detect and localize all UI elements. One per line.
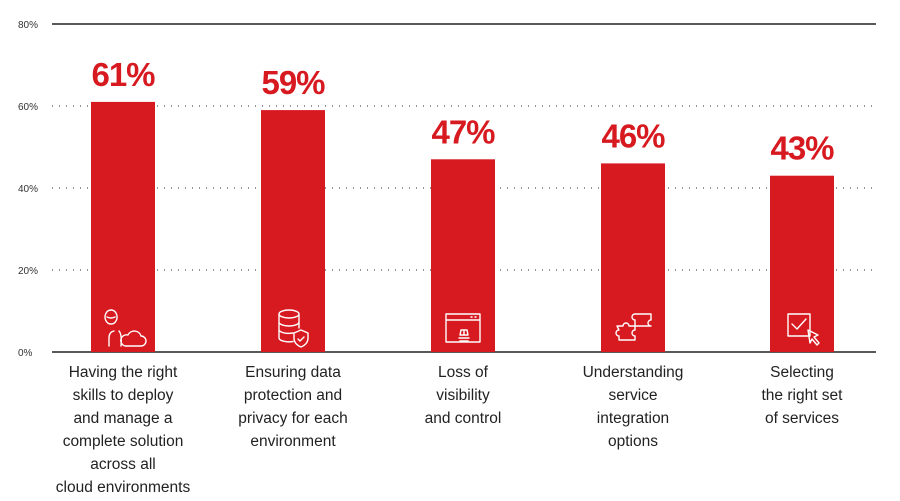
x-tick-label-line: protection and	[243, 387, 343, 404]
x-tick-label: Ensuring data protection and privacy for e…	[208, 361, 378, 453]
x-tick-label-line: integration	[596, 410, 670, 427]
x-tick-label-line: the right set	[761, 387, 843, 404]
x-tick-label-line: across all	[90, 456, 156, 473]
icon-stroke	[278, 309, 300, 343]
database-shield-icon	[278, 309, 309, 348]
y-tick-label: 20%	[18, 266, 38, 277]
bar	[770, 175, 834, 352]
x-tick-label: Understanding service integration options	[548, 361, 718, 453]
y-tick-label: 0%	[18, 348, 33, 359]
x-tick-label-line: and control	[424, 410, 502, 427]
x-tick-label-line: environment	[250, 433, 336, 450]
icon-stroke	[615, 313, 652, 341]
y-tick-label: 40%	[18, 184, 38, 195]
x-tick-label-line: Loss of	[438, 364, 488, 381]
data-label: 46%	[601, 117, 665, 154]
y-tick-label: 60%	[18, 102, 38, 113]
x-tick-label-line: Ensuring data	[245, 364, 341, 381]
x-tick-label-line: skills to deploy	[72, 387, 174, 404]
x-tick-label-line: service	[608, 387, 658, 404]
bar	[91, 101, 155, 353]
x-tick-label-line: privacy for each	[238, 410, 348, 427]
data-label: 43%	[770, 130, 834, 167]
icon-stroke	[120, 330, 147, 347]
data-label: 47%	[431, 113, 495, 150]
bar	[431, 159, 495, 352]
x-tick-label-line: complete solution	[62, 433, 184, 450]
x-tick-label-line: cloud environments	[55, 479, 191, 496]
x-tick-label-line: and manage a	[73, 410, 173, 427]
person-cloud-icon	[104, 309, 147, 347]
icon-stroke	[104, 309, 122, 347]
data-label: 59%	[261, 64, 325, 101]
x-tick-label: Having the right skills to deploy and mana…	[38, 361, 208, 499]
icon-stroke	[293, 329, 309, 348]
puzzle-icon	[615, 313, 652, 341]
browser-window-icon	[445, 313, 481, 343]
x-tick-label-line: Understanding	[582, 364, 684, 381]
x-tick-label-line: visibility	[436, 387, 490, 404]
x-tick-label-line: of services	[764, 410, 840, 427]
bar	[261, 110, 325, 352]
icon-stroke	[807, 329, 820, 346]
icon-stroke	[458, 329, 470, 342]
checkbox-cursor-icon	[787, 313, 820, 346]
y-tick-label: 80%	[18, 20, 38, 31]
x-tick-label-line: Selecting	[770, 364, 834, 381]
x-tick-label-line: Having the right	[68, 364, 178, 381]
icon-stroke	[445, 313, 481, 343]
icon-stroke	[787, 313, 811, 337]
bar	[601, 163, 665, 352]
x-tick-label-line: options	[608, 433, 658, 450]
x-tick-label: Selecting the right set of services	[717, 361, 887, 430]
data-label: 61%	[91, 56, 155, 93]
x-tick-label: Loss of visibility and control	[378, 361, 548, 430]
